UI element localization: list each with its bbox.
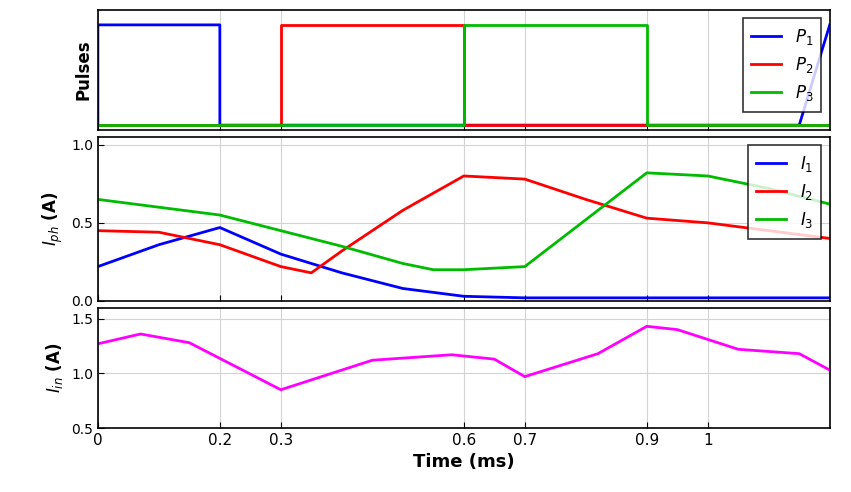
Legend: $I_1$, $I_2$, $I_3$: $I_1$, $I_2$, $I_3$ (748, 145, 821, 239)
Y-axis label: $I_{in}$ (A): $I_{in}$ (A) (44, 343, 66, 393)
Legend: $P_1$, $P_2$, $P_3$: $P_1$, $P_2$, $P_3$ (743, 18, 821, 112)
Y-axis label: $I_{ph}$ (A): $I_{ph}$ (A) (41, 192, 66, 246)
Y-axis label: Pulses: Pulses (74, 40, 92, 100)
X-axis label: Time (ms): Time (ms) (413, 454, 515, 471)
